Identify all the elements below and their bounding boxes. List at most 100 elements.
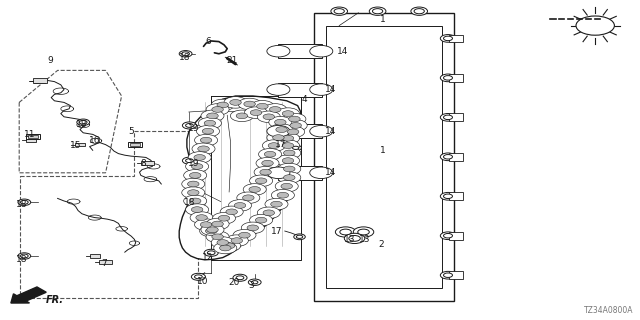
Circle shape (218, 240, 241, 252)
Bar (326, 26, 442, 288)
Circle shape (282, 158, 294, 164)
Circle shape (440, 74, 456, 82)
Circle shape (212, 212, 236, 224)
Circle shape (268, 143, 280, 148)
Circle shape (264, 104, 287, 115)
Circle shape (186, 204, 209, 215)
Bar (141, 161, 154, 165)
Circle shape (207, 113, 218, 119)
Circle shape (204, 120, 216, 126)
Circle shape (344, 233, 365, 244)
Circle shape (226, 209, 237, 215)
Circle shape (188, 190, 199, 196)
Circle shape (237, 192, 260, 204)
Circle shape (271, 201, 282, 207)
Circle shape (195, 219, 218, 230)
Circle shape (440, 114, 456, 121)
Text: 18: 18 (16, 200, 28, 209)
Text: 10: 10 (197, 277, 209, 286)
Circle shape (189, 172, 201, 178)
Circle shape (182, 178, 205, 190)
Bar (278, 44, 322, 58)
Circle shape (224, 97, 247, 108)
Circle shape (196, 125, 220, 137)
Circle shape (310, 167, 333, 179)
Circle shape (249, 187, 260, 192)
Circle shape (257, 207, 280, 219)
Circle shape (250, 175, 273, 187)
Circle shape (244, 101, 255, 107)
Text: 2: 2 (379, 240, 384, 249)
Circle shape (444, 194, 452, 198)
Circle shape (236, 276, 244, 280)
Circle shape (239, 232, 250, 238)
Circle shape (290, 145, 301, 151)
Text: 20: 20 (228, 278, 240, 287)
Circle shape (372, 9, 383, 14)
Circle shape (440, 192, 456, 200)
Circle shape (220, 206, 243, 218)
Text: 3: 3 (249, 281, 254, 290)
Bar (278, 166, 322, 180)
Circle shape (182, 122, 196, 129)
Circle shape (256, 157, 279, 169)
Circle shape (275, 119, 286, 125)
Circle shape (196, 215, 207, 220)
Circle shape (192, 143, 215, 155)
Circle shape (250, 110, 262, 116)
Text: 14: 14 (325, 85, 337, 94)
Circle shape (444, 115, 452, 120)
Circle shape (212, 107, 223, 112)
Text: 11: 11 (24, 130, 36, 139)
Bar (449, 232, 463, 240)
Bar (76, 143, 84, 146)
Circle shape (269, 116, 292, 128)
Text: 21: 21 (227, 56, 238, 65)
Circle shape (182, 52, 189, 56)
Circle shape (188, 181, 199, 187)
Circle shape (214, 242, 237, 254)
Circle shape (271, 189, 294, 201)
Circle shape (276, 140, 300, 151)
Circle shape (444, 155, 452, 159)
Text: 4: 4 (301, 95, 307, 104)
Circle shape (223, 243, 235, 249)
Circle shape (189, 198, 201, 204)
Circle shape (444, 36, 452, 41)
Circle shape (369, 7, 386, 15)
Circle shape (310, 45, 333, 57)
Circle shape (440, 232, 456, 240)
Text: 17: 17 (275, 140, 286, 148)
Circle shape (233, 229, 256, 241)
Circle shape (353, 227, 374, 237)
Circle shape (18, 253, 31, 259)
Circle shape (77, 119, 90, 125)
Circle shape (282, 126, 305, 138)
Circle shape (358, 229, 369, 235)
Bar (33, 78, 47, 83)
Circle shape (278, 147, 301, 159)
Circle shape (254, 166, 277, 178)
Circle shape (282, 111, 294, 116)
Circle shape (250, 214, 273, 226)
Circle shape (217, 102, 228, 108)
Bar (449, 114, 463, 121)
Text: 14: 14 (325, 168, 337, 177)
Circle shape (310, 84, 333, 95)
Circle shape (283, 113, 306, 125)
Circle shape (201, 110, 224, 122)
Text: FR.: FR. (46, 295, 64, 305)
Bar (314, 13, 454, 301)
Circle shape (276, 155, 300, 166)
Bar (99, 260, 112, 264)
Text: 12: 12 (202, 253, 214, 262)
Circle shape (277, 192, 289, 198)
Circle shape (414, 9, 424, 14)
Circle shape (211, 237, 234, 248)
Circle shape (270, 124, 293, 135)
Circle shape (273, 135, 284, 140)
Circle shape (263, 114, 275, 120)
Circle shape (289, 116, 300, 122)
Circle shape (278, 172, 301, 183)
Text: 5: 5 (129, 127, 134, 136)
